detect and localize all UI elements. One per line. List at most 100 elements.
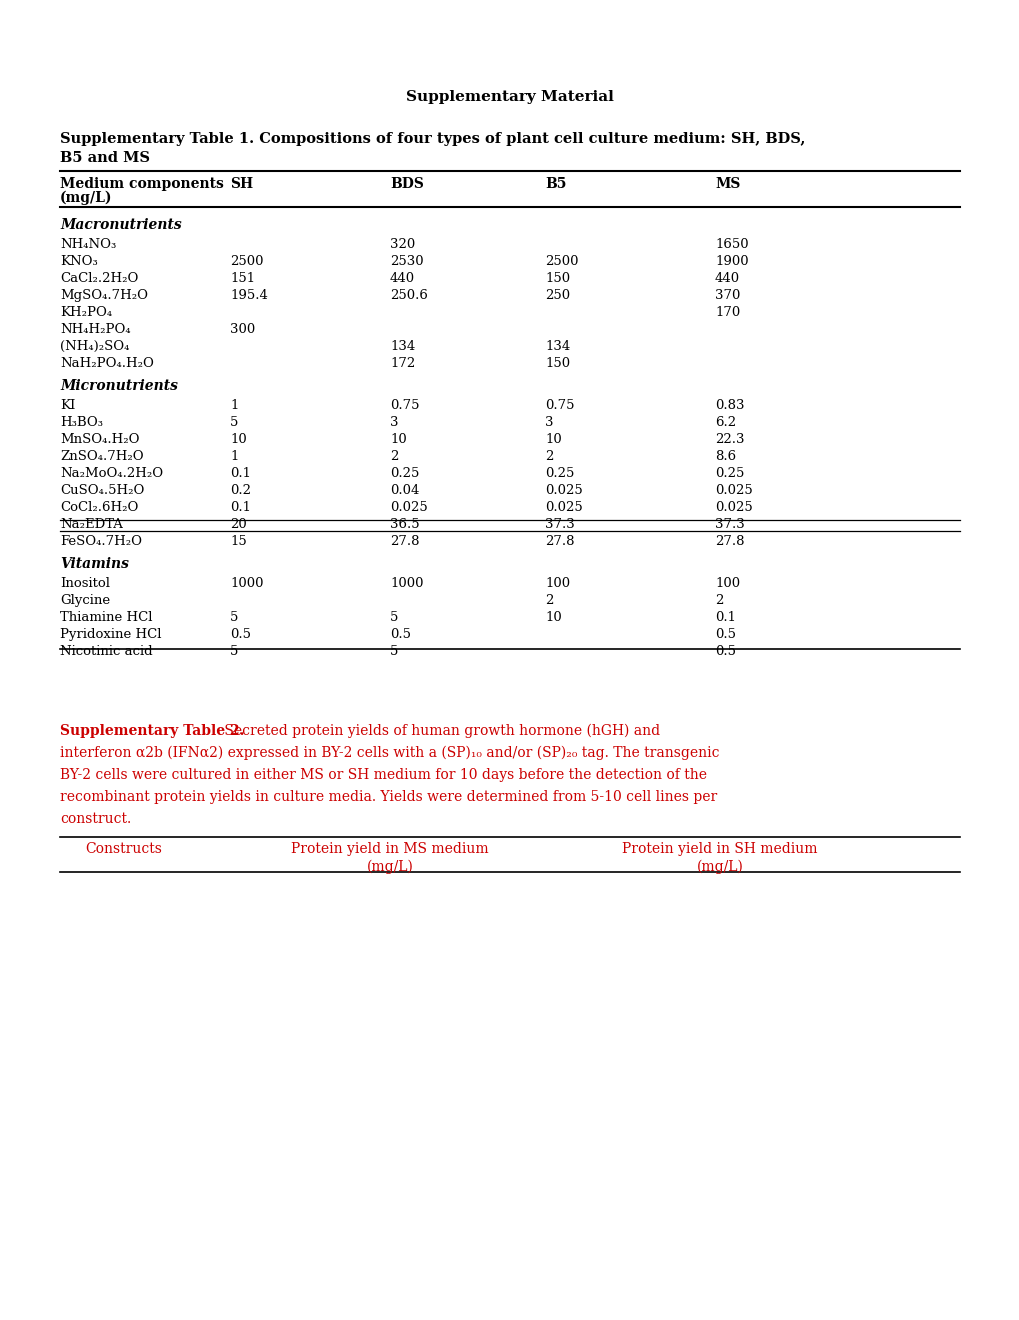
Text: 1000: 1000 bbox=[229, 577, 263, 590]
Text: 170: 170 bbox=[714, 306, 740, 319]
Text: Pyridoxine HCl: Pyridoxine HCl bbox=[60, 628, 161, 642]
Text: 10: 10 bbox=[389, 433, 407, 446]
Text: Protein yield in MS medium: Protein yield in MS medium bbox=[290, 842, 488, 855]
Text: Glycine: Glycine bbox=[60, 594, 110, 607]
Text: KI: KI bbox=[60, 399, 75, 412]
Text: Secreted protein yields of human growth hormone (hGH) and: Secreted protein yields of human growth … bbox=[220, 723, 659, 738]
Text: SH: SH bbox=[229, 177, 253, 191]
Text: 440: 440 bbox=[389, 272, 415, 285]
Text: 0.025: 0.025 bbox=[389, 502, 427, 513]
Text: CuSO₄.5H₂O: CuSO₄.5H₂O bbox=[60, 484, 145, 498]
Text: 440: 440 bbox=[714, 272, 740, 285]
Text: 5: 5 bbox=[229, 416, 238, 429]
Text: Supplementary Material: Supplementary Material bbox=[406, 90, 613, 104]
Text: H₃BO₃: H₃BO₃ bbox=[60, 416, 103, 429]
Text: CoCl₂.6H₂O: CoCl₂.6H₂O bbox=[60, 502, 139, 513]
Text: 2: 2 bbox=[389, 450, 398, 463]
Text: 1: 1 bbox=[229, 450, 238, 463]
Text: 36.5: 36.5 bbox=[389, 517, 419, 531]
Text: 0.1: 0.1 bbox=[229, 502, 251, 513]
Text: 0.25: 0.25 bbox=[714, 467, 744, 480]
Text: 27.8: 27.8 bbox=[714, 535, 744, 548]
Text: 5: 5 bbox=[389, 645, 398, 657]
Text: BDS: BDS bbox=[389, 177, 424, 191]
Text: 2530: 2530 bbox=[389, 255, 423, 268]
Text: Macronutrients: Macronutrients bbox=[60, 218, 181, 232]
Text: 0.83: 0.83 bbox=[714, 399, 744, 412]
Text: 0.04: 0.04 bbox=[389, 484, 419, 498]
Text: 370: 370 bbox=[714, 289, 740, 302]
Text: 0.5: 0.5 bbox=[714, 645, 736, 657]
Text: 37.3: 37.3 bbox=[714, 517, 744, 531]
Text: 15: 15 bbox=[229, 535, 247, 548]
Text: 172: 172 bbox=[389, 356, 415, 370]
Text: Medium components: Medium components bbox=[60, 177, 223, 191]
Text: 20: 20 bbox=[229, 517, 247, 531]
Text: 0.025: 0.025 bbox=[544, 484, 582, 498]
Text: 0.25: 0.25 bbox=[544, 467, 574, 480]
Text: 0.1: 0.1 bbox=[714, 611, 736, 624]
Text: 100: 100 bbox=[714, 577, 740, 590]
Text: 0.025: 0.025 bbox=[544, 502, 582, 513]
Text: Na₂MoO₄.2H₂O: Na₂MoO₄.2H₂O bbox=[60, 467, 163, 480]
Text: KNO₃: KNO₃ bbox=[60, 255, 98, 268]
Text: 1900: 1900 bbox=[714, 255, 748, 268]
Text: (NH₄)₂SO₄: (NH₄)₂SO₄ bbox=[60, 341, 129, 352]
Text: Protein yield in SH medium: Protein yield in SH medium bbox=[622, 842, 817, 855]
Text: Supplementary Table 1. Compositions of four types of plant cell culture medium: : Supplementary Table 1. Compositions of f… bbox=[60, 132, 805, 147]
Text: KH₂PO₄: KH₂PO₄ bbox=[60, 306, 112, 319]
Text: NH₄H₂PO₄: NH₄H₂PO₄ bbox=[60, 323, 130, 337]
Text: 27.8: 27.8 bbox=[544, 535, 574, 548]
Text: 1000: 1000 bbox=[389, 577, 423, 590]
Text: MnSO₄.H₂O: MnSO₄.H₂O bbox=[60, 433, 140, 446]
Text: CaCl₂.2H₂O: CaCl₂.2H₂O bbox=[60, 272, 139, 285]
Text: 0.5: 0.5 bbox=[229, 628, 251, 642]
Text: 250: 250 bbox=[544, 289, 570, 302]
Text: construct.: construct. bbox=[60, 812, 131, 826]
Text: 0.025: 0.025 bbox=[714, 502, 752, 513]
Text: Constructs: Constructs bbox=[85, 842, 162, 855]
Text: 134: 134 bbox=[544, 341, 570, 352]
Text: 2: 2 bbox=[714, 594, 722, 607]
Text: 1650: 1650 bbox=[714, 238, 748, 251]
Text: 195.4: 195.4 bbox=[229, 289, 268, 302]
Text: MS: MS bbox=[714, 177, 740, 191]
Text: MgSO₄.7H₂O: MgSO₄.7H₂O bbox=[60, 289, 148, 302]
Text: 2500: 2500 bbox=[544, 255, 578, 268]
Text: 134: 134 bbox=[389, 341, 415, 352]
Text: 150: 150 bbox=[544, 272, 570, 285]
Text: 2: 2 bbox=[544, 450, 553, 463]
Text: ZnSO₄.7H₂O: ZnSO₄.7H₂O bbox=[60, 450, 144, 463]
Text: Micronutrients: Micronutrients bbox=[60, 379, 177, 393]
Text: 0.75: 0.75 bbox=[544, 399, 574, 412]
Text: 5: 5 bbox=[389, 611, 398, 624]
Text: 320: 320 bbox=[389, 238, 415, 251]
Text: 2500: 2500 bbox=[229, 255, 263, 268]
Text: NaH₂PO₄.H₂O: NaH₂PO₄.H₂O bbox=[60, 356, 154, 370]
Text: Inositol: Inositol bbox=[60, 577, 110, 590]
Text: 150: 150 bbox=[544, 356, 570, 370]
Text: 300: 300 bbox=[229, 323, 255, 337]
Text: 0.2: 0.2 bbox=[229, 484, 251, 498]
Text: 5: 5 bbox=[229, 611, 238, 624]
Text: NH₄NO₃: NH₄NO₃ bbox=[60, 238, 116, 251]
Text: (mg/L): (mg/L) bbox=[60, 191, 112, 206]
Text: Supplementary Table 2.: Supplementary Table 2. bbox=[60, 723, 245, 738]
Text: 10: 10 bbox=[229, 433, 247, 446]
Text: (mg/L): (mg/L) bbox=[696, 861, 743, 874]
Text: B5 and MS: B5 and MS bbox=[60, 150, 150, 165]
Text: BY-2 cells were cultured in either MS or SH medium for 10 days before the detect: BY-2 cells were cultured in either MS or… bbox=[60, 768, 706, 781]
Text: Vitamins: Vitamins bbox=[60, 557, 128, 572]
Text: 22.3: 22.3 bbox=[714, 433, 744, 446]
Text: 2: 2 bbox=[544, 594, 553, 607]
Text: 3: 3 bbox=[389, 416, 398, 429]
Text: 10: 10 bbox=[544, 433, 561, 446]
Text: 5: 5 bbox=[229, 645, 238, 657]
Text: 0.25: 0.25 bbox=[389, 467, 419, 480]
Text: 3: 3 bbox=[544, 416, 553, 429]
Text: 151: 151 bbox=[229, 272, 255, 285]
Text: Nicotinic acid: Nicotinic acid bbox=[60, 645, 153, 657]
Text: interferon α2b (IFNα2) expressed in BY-2 cells with a (SP)₁₀ and/or (SP)₂₀ tag. : interferon α2b (IFNα2) expressed in BY-2… bbox=[60, 746, 718, 760]
Text: 100: 100 bbox=[544, 577, 570, 590]
Text: Na₂EDTA: Na₂EDTA bbox=[60, 517, 122, 531]
